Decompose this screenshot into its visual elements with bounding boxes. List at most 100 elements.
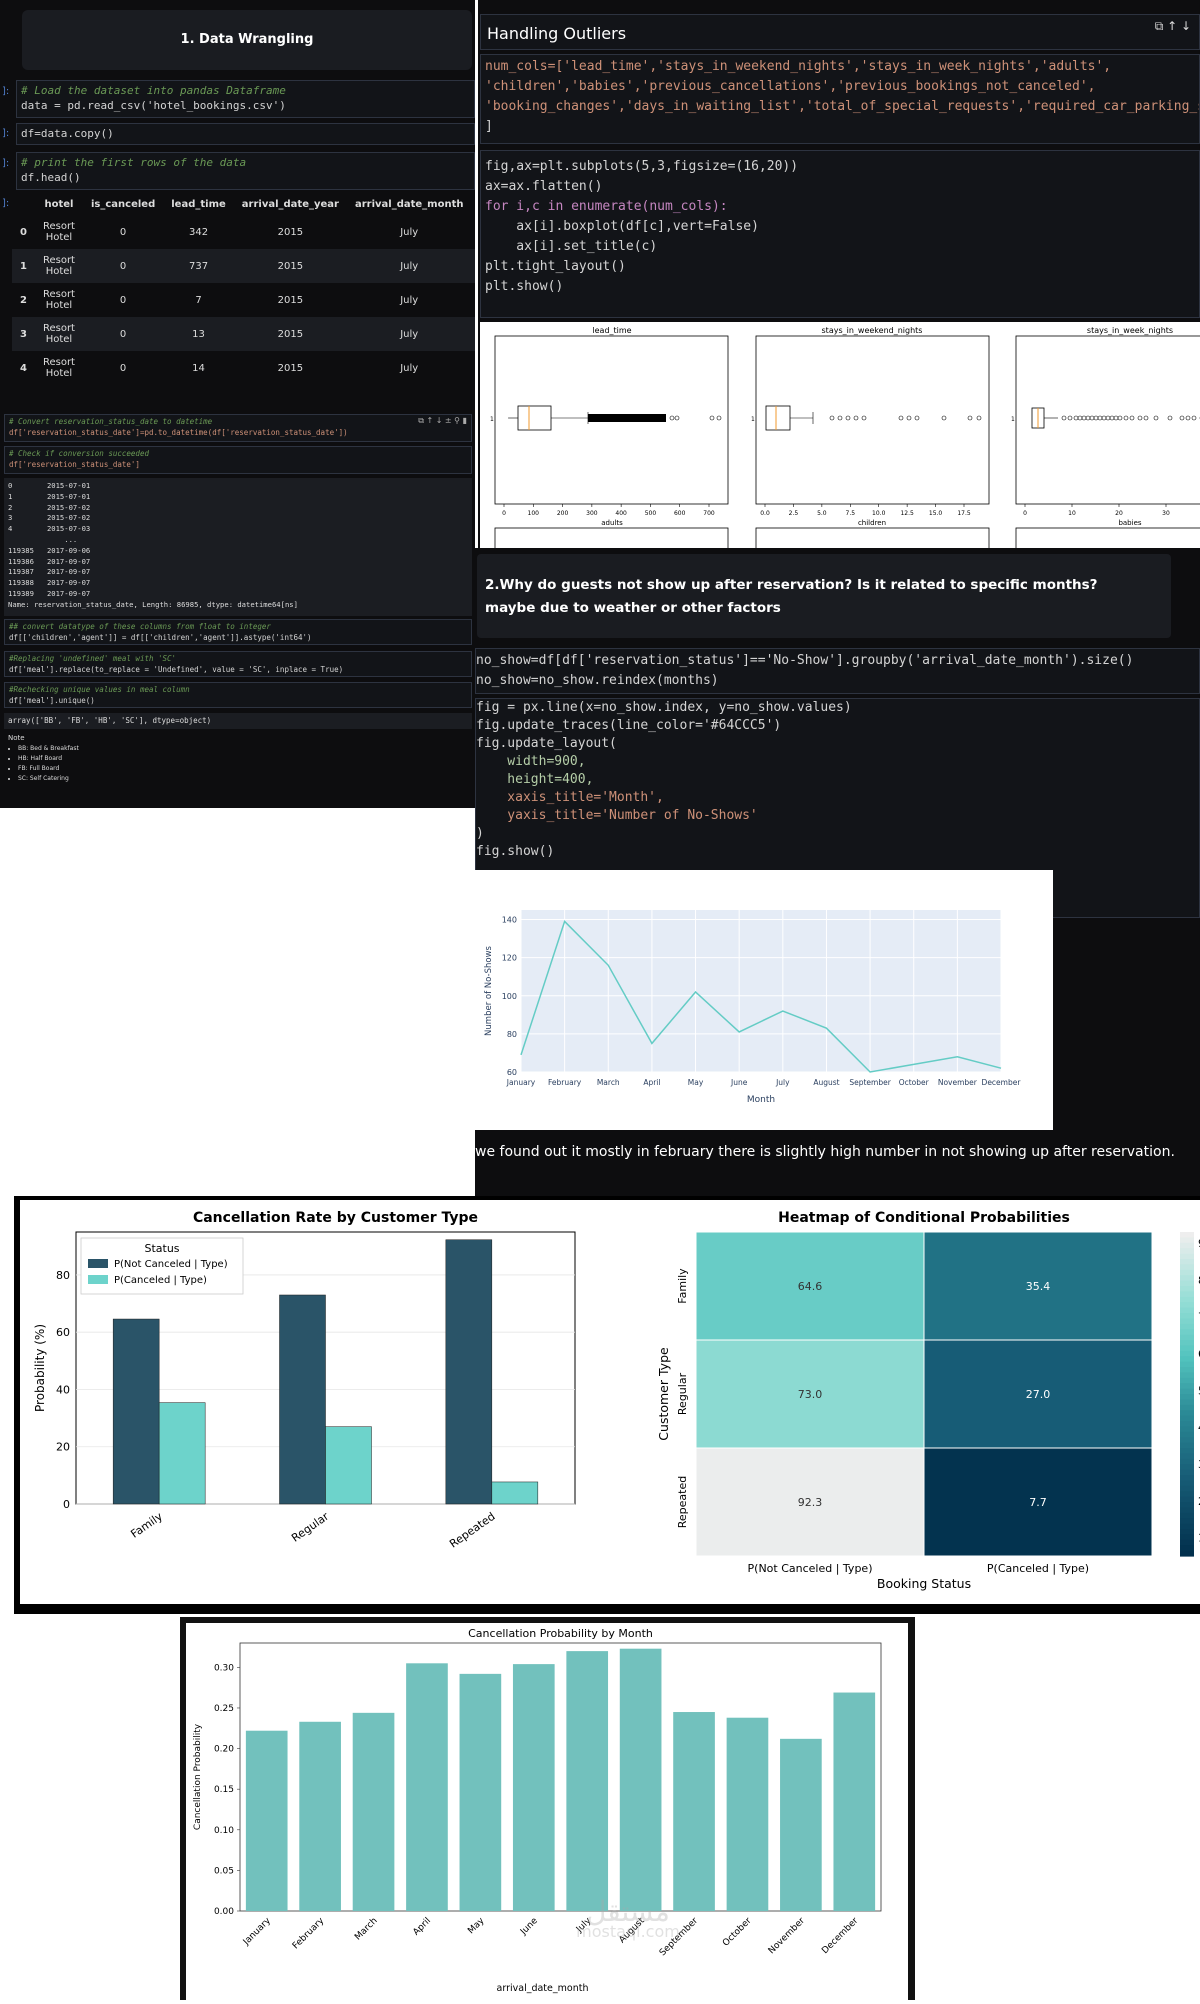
colorbar-segment <box>1180 1259 1194 1265</box>
y-tick-label: 0.00 <box>214 1907 234 1917</box>
column-header: arrival_date_month <box>347 194 472 215</box>
colorbar-segment <box>1180 1356 1194 1362</box>
boxplot-code-cell[interactable]: fig,ax=plt.subplots(5,3,figsize=(16,20))… <box>480 150 1200 318</box>
num-cols-cell[interactable]: num_cols=['lead_time','stays_in_weekend_… <box>480 54 1200 144</box>
section-title: 1. Data Wrangling <box>22 32 472 47</box>
heatmap-value: 64.6 <box>798 1280 823 1293</box>
output-line: 1 2015-07-01 <box>8 492 468 503</box>
colorbar-segment <box>1180 1502 1194 1508</box>
bar <box>280 1295 326 1504</box>
colorbar-segment <box>1180 1529 1194 1535</box>
x-tick-label: May <box>688 1078 704 1087</box>
cell-toolbar-icons[interactable]: ⧉ ↑ ↓ ± ⚲ ▮ <box>418 416 467 426</box>
y-tick-label: Regular <box>676 1372 689 1415</box>
outlier-point <box>1090 416 1094 420</box>
colorbar-segment <box>1180 1545 1194 1551</box>
output-line: 4 2015-07-03 <box>8 524 468 535</box>
code-cell-unique[interactable]: #Rechecking unique values in meal column… <box>4 682 472 708</box>
x-tick-label: 200 <box>557 510 569 517</box>
cancellation-rate-bar-chart: Cancellation Rate by Customer Type020406… <box>20 1200 630 1604</box>
colorbar-segment <box>1180 1243 1194 1249</box>
table-cell: 0 <box>83 317 163 351</box>
noshow-conclusion: we found out it mostly in february there… <box>475 1144 1200 1160</box>
code-line: data = pd.read_csv('hotel_bookings.csv') <box>21 98 470 113</box>
colorbar-segment <box>1180 1372 1194 1378</box>
bar <box>780 1739 822 1911</box>
output-line: 119389 2017-09-07 <box>8 589 468 600</box>
x-axis-label: Month <box>747 1095 775 1105</box>
code-line: fig = px.line(x=no_show.index, y=no_show… <box>476 699 1199 717</box>
code-comment: ## convert datatype of these columns fro… <box>9 621 467 632</box>
boxplot-stays-week: stays_in_week_nights 1 010203040 babies <box>1011 326 1200 548</box>
unique-output: array(['BB', 'FB', 'HB', 'SC'], dtype=ob… <box>4 713 472 729</box>
colorbar-segment <box>1180 1318 1194 1324</box>
dataframe-table: hotel is_canceled lead_time arrival_date… <box>12 194 475 385</box>
x-tick-label: Family <box>128 1510 165 1541</box>
table-cell: July <box>347 215 472 249</box>
x-axis-label: Booking Status <box>877 1576 971 1591</box>
colorbar-segment <box>1180 1421 1194 1427</box>
code-line: ax=ax.flatten() <box>485 177 1195 197</box>
noshow-panel: 2.Why do guests not show up after reserv… <box>475 548 1200 1196</box>
bar <box>406 1663 448 1911</box>
section-header: 1. Data Wrangling <box>22 10 472 70</box>
noshow-groupby-cell[interactable]: no_show=df[df['reservation_status']=='No… <box>475 648 1200 694</box>
x-tick-label: 0 <box>502 510 506 517</box>
y-tick-label: 140 <box>502 916 517 925</box>
row-index: 2 <box>12 283 35 317</box>
x-tick-label: 2.5 <box>789 510 799 517</box>
colorbar-segment <box>1180 1329 1194 1335</box>
y-tick-label: 1 <box>1011 416 1015 423</box>
x-tick-label: November <box>938 1078 978 1087</box>
table-cell: 2015 <box>234 283 347 317</box>
table-cell: 0 <box>83 283 163 317</box>
heatmap-value: 73.0 <box>798 1388 823 1401</box>
table-cell: Resort Hotel <box>35 283 83 317</box>
code-cell-datetime[interactable]: # Convert reservation_status_date to dat… <box>4 414 472 442</box>
code-line: df['meal'].replace(to_replace = 'Undefin… <box>9 664 467 675</box>
code-line: df['reservation_status_date']=pd.to_date… <box>9 427 467 438</box>
colorbar-segment <box>1180 1534 1194 1540</box>
code-cell-astype[interactable]: ## convert datatype of these columns fro… <box>4 619 472 645</box>
code-line: fig.update_layout( <box>476 735 1199 753</box>
x-tick-label: January <box>506 1078 536 1087</box>
y-tick-label: 0.10 <box>214 1826 234 1836</box>
code-cell-replace[interactable]: #Replacing 'undefined' meal with 'SC' df… <box>4 651 472 677</box>
cell-prompt: ]: <box>2 198 9 209</box>
code-cell-check[interactable]: # Check if conversion succeeded df['rese… <box>4 446 472 474</box>
table-header-row: hotel is_canceled lead_time arrival_date… <box>12 194 475 215</box>
left-notebook-panel: 1. Data Wrangling ]: # Load the dataset … <box>0 0 475 808</box>
x-tick-labels: 010203040 <box>1023 504 1200 517</box>
colorbar-segment <box>1180 1480 1194 1486</box>
code-cell-load[interactable]: # Load the dataset into pandas Dataframe… <box>16 80 475 118</box>
code-line: fig,ax=plt.subplots(5,3,figsize=(16,20)) <box>485 157 1195 177</box>
colorbar-segment <box>1180 1275 1194 1281</box>
cell-toolbar-icons[interactable]: ⧉ ↑ ↓ <box>1155 19 1191 34</box>
colorbar-segment <box>1180 1426 1194 1432</box>
colorbar-segment <box>1180 1551 1194 1557</box>
y-tick-label: 80 <box>507 1030 517 1039</box>
y-tick-label: 20 <box>56 1441 70 1454</box>
bar <box>673 1712 715 1911</box>
colorbar-segment <box>1180 1540 1194 1546</box>
list-item: FB: Full Board <box>18 764 79 774</box>
note-title: Note <box>8 734 25 742</box>
table-cell: 2015 <box>234 249 347 283</box>
outlier-point <box>1130 416 1134 420</box>
outlier-point <box>1098 416 1102 420</box>
x-tick-label: 0.0 <box>760 510 770 517</box>
colorbar-segment <box>1180 1507 1194 1513</box>
colorbar-segment <box>1180 1432 1194 1438</box>
code-cell-head[interactable]: # print the first rows of the data df.he… <box>16 152 475 190</box>
watermark-url: mostaql.com <box>528 1922 728 1941</box>
code-cell-copy[interactable]: df=data.copy() <box>16 123 475 145</box>
table-row: 2 Resort Hotel 0 7 2015 July <box>12 283 475 317</box>
table-cell: July <box>347 317 472 351</box>
chart-title: Cancellation Probability by Month <box>468 1627 653 1640</box>
